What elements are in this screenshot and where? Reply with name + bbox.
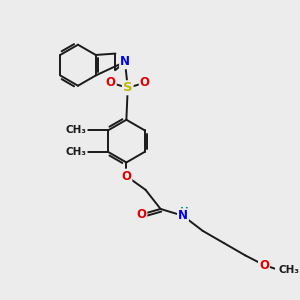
Text: S: S bbox=[123, 81, 133, 94]
Text: H: H bbox=[180, 207, 189, 217]
Text: CH₃: CH₃ bbox=[66, 125, 87, 135]
Text: CH₃: CH₃ bbox=[66, 147, 87, 157]
Text: O: O bbox=[259, 259, 269, 272]
Text: CH₃: CH₃ bbox=[279, 265, 300, 275]
Text: O: O bbox=[140, 76, 150, 89]
Text: N: N bbox=[178, 209, 188, 222]
Text: O: O bbox=[106, 76, 116, 89]
Text: O: O bbox=[122, 169, 131, 183]
Text: N: N bbox=[120, 55, 130, 68]
Text: O: O bbox=[136, 208, 146, 221]
